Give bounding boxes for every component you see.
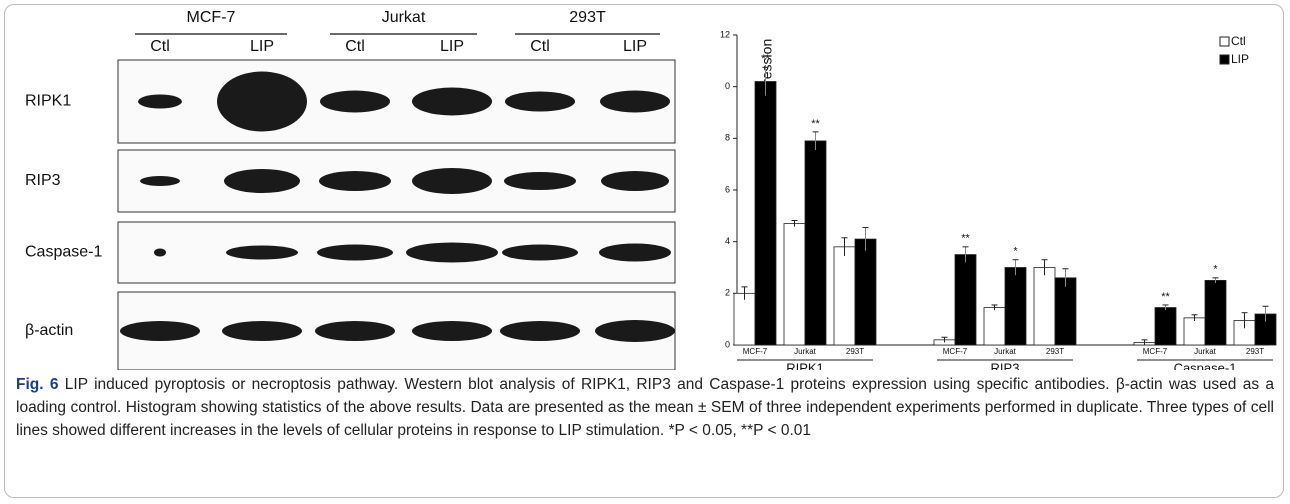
lane-label: LIP (440, 38, 464, 55)
blot-band (317, 245, 393, 261)
lane-label: LIP (623, 38, 647, 55)
blot-band (502, 245, 578, 261)
lane-label: Ctl (150, 38, 170, 55)
bar (1055, 278, 1076, 345)
significance-label: ** (961, 233, 970, 245)
x-tick-label: MCF-7 (743, 347, 768, 356)
legend-label: LIP (1231, 52, 1249, 66)
caption: Fig. 6 LIP induced pyroptosis or necropt… (16, 373, 1274, 442)
y-tick-label: 0 (725, 81, 730, 91)
legend-swatch (1220, 37, 1229, 46)
group-label: RIPK1 (786, 360, 824, 370)
blot-band (154, 249, 166, 257)
y-tick-label: 0 (725, 339, 730, 349)
lane-label: Ctl (530, 38, 550, 55)
blot-row-label: Caspase-1 (25, 244, 102, 261)
blot-panel (118, 222, 675, 283)
significance-label: ** (811, 118, 820, 130)
blot-group-label: MCF-7 (187, 9, 236, 26)
y-tick-label: 12 (720, 29, 730, 39)
blot-band (217, 72, 307, 132)
blot-band (504, 172, 576, 190)
blot-band (319, 171, 391, 191)
blot-row-label: RIP3 (25, 172, 61, 189)
blot-row-label: RIPK1 (25, 93, 71, 110)
blot-band (505, 92, 575, 112)
figure: mRNA Relative expression MCF-7Jurkat293T… (0, 0, 1290, 370)
blot-band (412, 168, 492, 194)
legend-label: Ctl (1231, 34, 1246, 48)
blot-band (222, 321, 302, 341)
blot-band (224, 169, 300, 193)
bar (1155, 308, 1176, 345)
y-tick-label: 2 (725, 288, 730, 298)
blot-band (140, 176, 180, 186)
blot-band (412, 88, 492, 116)
page: {"blot": { "groups": ["MCF-7", "Jurkat",… (0, 0, 1290, 504)
bar (855, 239, 876, 345)
blot-panel (118, 150, 675, 212)
blot-band (320, 91, 390, 113)
bar (805, 141, 826, 345)
blot-panel (118, 60, 675, 143)
blot-band (600, 91, 670, 113)
y-tick-label: 8 (725, 133, 730, 143)
caption-text: LIP induced pyroptosis or necroptosis pa… (16, 376, 1274, 439)
blot-band (599, 244, 671, 262)
bar (734, 293, 755, 345)
caption-label: Fig. 6 (16, 376, 58, 393)
blot-group-label: 293T (569, 9, 606, 26)
group-label: Caspase-1 (1174, 360, 1237, 370)
blot-band (500, 321, 580, 341)
blot-panel (118, 292, 675, 370)
blot-band (595, 320, 675, 342)
y-tick-label: 6 (725, 184, 730, 194)
x-tick-label: Jurkat (1194, 347, 1217, 356)
legend-swatch (1220, 55, 1229, 64)
x-tick-label: Jurkat (994, 347, 1017, 356)
bar (984, 308, 1005, 345)
blot-band (406, 243, 498, 263)
bar (955, 255, 976, 345)
y-tick-label: 4 (725, 236, 730, 246)
bar (1034, 268, 1055, 346)
significance-label: * (1013, 246, 1018, 258)
blot-band (315, 321, 395, 341)
significance-label: ** (761, 53, 770, 65)
significance-label: * (1213, 264, 1218, 276)
bar (1005, 268, 1026, 346)
body: mRNA Relative expression MCF-7Jurkat293T… (0, 0, 1290, 504)
significance-label: ** (1161, 291, 1170, 303)
blot-group-label: Jurkat (382, 9, 426, 26)
lane-label: LIP (250, 38, 274, 55)
x-tick-label: 293T (846, 347, 864, 356)
blot-band (120, 321, 200, 341)
x-tick-label: MCF-7 (943, 347, 968, 356)
group-label: RIP3 (991, 360, 1020, 370)
bar (784, 224, 805, 345)
lane-label: Ctl (345, 38, 365, 55)
blot-band (138, 95, 182, 109)
x-tick-label: MCF-7 (1143, 347, 1168, 356)
x-tick-label: Jurkat (794, 347, 817, 356)
blot-band (412, 321, 492, 341)
bar (834, 247, 855, 345)
blot-band (601, 171, 669, 191)
blot-row-label: β-actin (25, 322, 73, 339)
blot-band (226, 246, 298, 260)
bar (1184, 318, 1205, 345)
x-tick-label: 293T (1046, 347, 1064, 356)
x-tick-label: 293T (1246, 347, 1264, 356)
bar (755, 82, 776, 346)
bar (1205, 280, 1226, 345)
